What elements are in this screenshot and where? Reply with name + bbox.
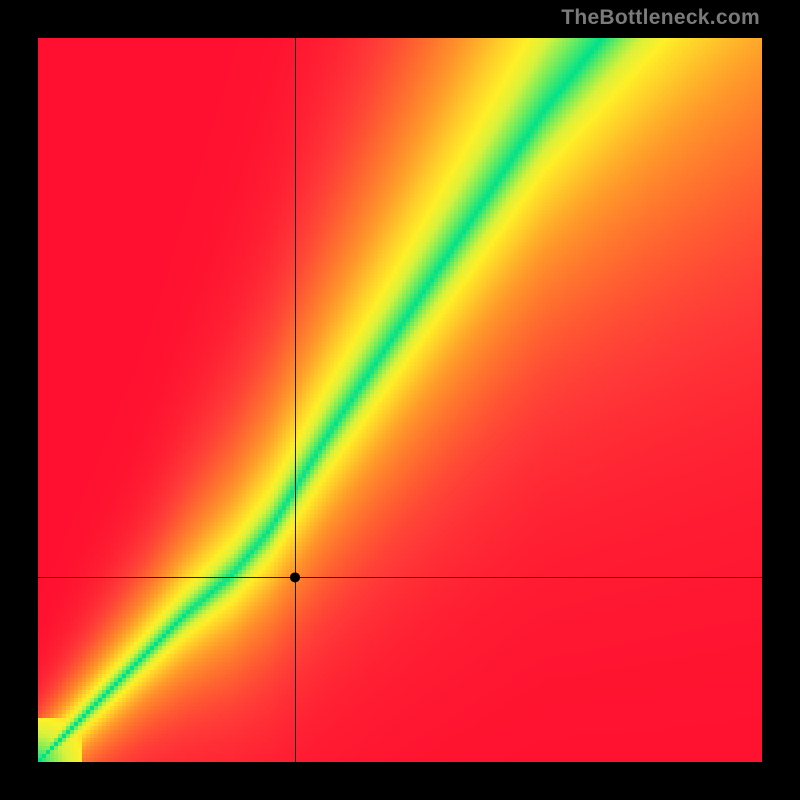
bottleneck-heatmap [38,38,762,762]
outer-frame: TheBottleneck.com [0,0,800,800]
watermark-text: TheBottleneck.com [561,6,760,30]
